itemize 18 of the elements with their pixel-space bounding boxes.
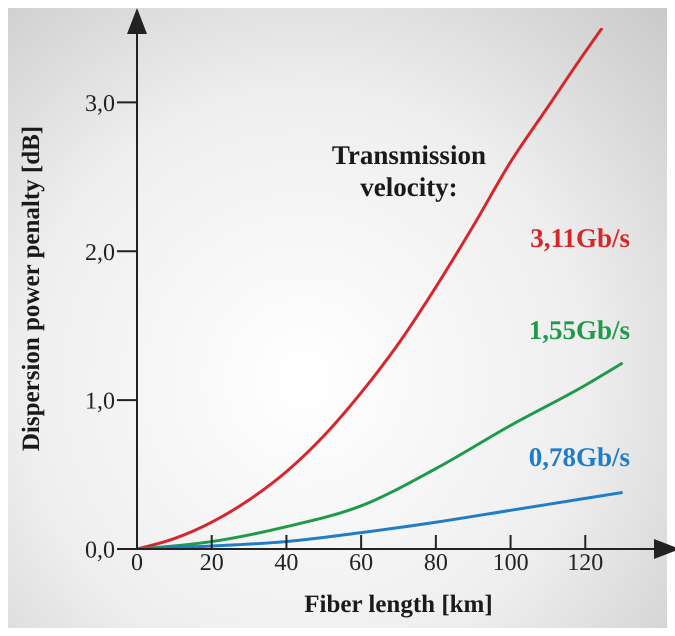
x-tick-label: 40 [274,550,298,576]
y-tick-label: 1,0 [85,388,115,415]
y-tick-label: 2,0 [85,240,115,266]
x-tick-label: 20 [200,550,224,576]
y-tick-label: 3,0 [85,90,115,117]
x-tick-label: 0 [131,550,143,576]
series-label: 0,78Gb/s [528,442,630,474]
series-label: 3,11Gb/s [529,223,630,254]
series-label: 1,55Gb/s [528,314,630,346]
x-tick-label: 60 [349,550,374,576]
annotation: Transmission velocity: [330,139,487,204]
y-tick-label: 0,0 [85,538,115,564]
x-tick-label: 100 [492,550,529,576]
x-tick-label: 80 [424,550,448,576]
x-axis-title: Fiber length [km] [304,591,493,618]
line-series [137,490,624,549]
y-axis-title: Dispersion power penalty [dB] [18,126,45,452]
x-tick-label: 120 [567,550,604,576]
